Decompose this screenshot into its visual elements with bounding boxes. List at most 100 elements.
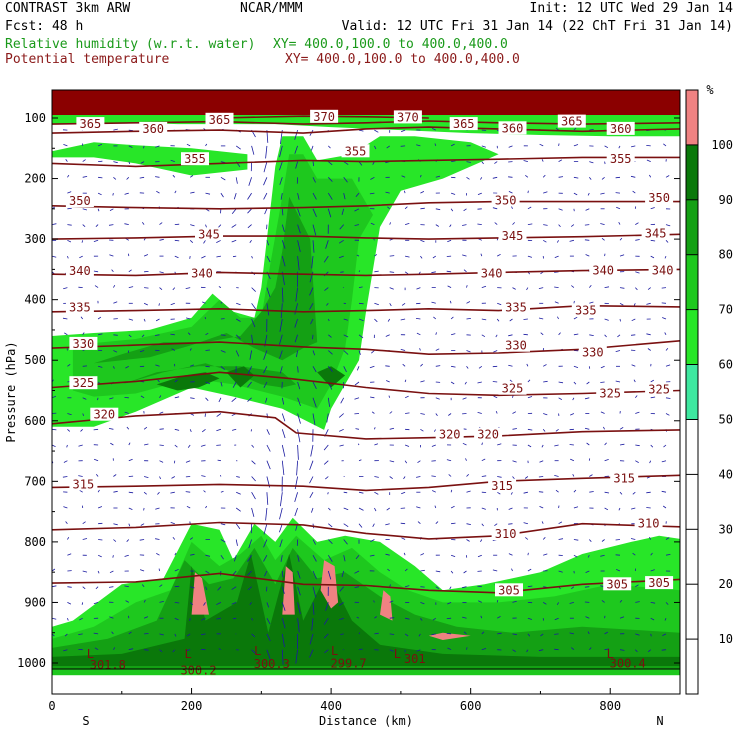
wind-vector	[585, 254, 590, 257]
theta-contour-340	[52, 268, 680, 277]
theta-label-bg	[557, 114, 586, 128]
wind-vector	[462, 586, 467, 589]
wind-vector	[573, 127, 577, 131]
wind-vector	[619, 649, 625, 651]
wind-vector	[295, 649, 298, 664]
wind-vector	[417, 521, 421, 525]
wind-vector	[386, 380, 390, 383]
wind-vector	[159, 238, 164, 241]
theta-label-bg	[181, 152, 209, 166]
wind-vector	[79, 489, 83, 493]
wind-vector	[190, 586, 195, 589]
wind-vector	[217, 586, 222, 591]
wind-vector	[297, 366, 299, 373]
wind-vector	[220, 301, 223, 304]
wind-vector	[140, 161, 145, 164]
wind-vector	[52, 255, 57, 258]
wind-vector	[186, 505, 191, 509]
colorbar-label: 20	[719, 577, 733, 591]
y-tick-label: 800	[24, 535, 46, 549]
wind-vector	[309, 649, 314, 658]
wind-vector	[312, 366, 317, 373]
wind-vector	[185, 460, 191, 463]
wind-vector	[67, 255, 69, 259]
theta-label-bg	[645, 382, 674, 396]
wind-vector	[343, 491, 348, 494]
wind-vector	[477, 585, 482, 588]
wind-vector	[478, 600, 482, 603]
wind-vector	[619, 237, 623, 241]
theta-label: 330	[505, 339, 527, 353]
wind-vector	[248, 539, 252, 549]
wind-vector	[52, 617, 57, 620]
wind-vector	[159, 649, 163, 653]
x-axis-label: Distance (km)	[319, 714, 413, 728]
wind-vector	[615, 380, 621, 383]
wind-vector	[108, 428, 114, 430]
wind-vector	[450, 505, 455, 509]
wind-vector	[650, 633, 652, 637]
wind-vector	[604, 145, 609, 149]
wind-vector	[615, 350, 621, 352]
wind-vector	[113, 334, 118, 336]
wind-vector	[281, 618, 286, 629]
wind-vector	[355, 554, 360, 560]
wind-vector	[159, 601, 164, 603]
wind-vector	[128, 269, 132, 273]
wind-vector	[325, 240, 329, 249]
wind-vector	[541, 444, 544, 448]
wind-vector	[665, 224, 671, 227]
theta-label-bg	[648, 263, 677, 277]
wind-vector	[95, 586, 99, 590]
wind-vector	[450, 192, 456, 195]
wind-vector	[494, 523, 498, 527]
wind-vector	[78, 475, 83, 477]
wind-vector	[97, 365, 103, 368]
wind-vector	[94, 647, 99, 651]
wind-vector	[646, 333, 651, 336]
wind-vector	[247, 208, 252, 214]
wind-vector	[374, 129, 379, 133]
wind-vector	[358, 648, 363, 651]
colorbar-frame	[685, 89, 699, 695]
wind-vector	[357, 443, 360, 446]
endpoint-left-label: S	[82, 714, 89, 728]
wind-vector	[404, 271, 409, 275]
wind-vector	[263, 539, 268, 548]
wind-vector	[512, 476, 515, 479]
wind-vector	[98, 333, 103, 336]
wind-vector	[497, 476, 502, 478]
wind-vector	[649, 460, 652, 464]
wind-vector	[338, 617, 344, 621]
wind-vector	[63, 144, 68, 147]
wind-vector	[420, 569, 425, 572]
wind-vector	[646, 159, 651, 162]
wind-vector	[310, 318, 314, 325]
wind-vector	[52, 350, 53, 351]
wind-vector	[312, 192, 317, 200]
wind-vector	[618, 145, 621, 149]
wind-vector	[110, 442, 114, 446]
wind-vector	[235, 523, 241, 530]
wind-vector	[662, 317, 667, 320]
wind-vector	[113, 490, 118, 493]
wind-vector	[202, 301, 206, 304]
wind-vector	[323, 617, 329, 625]
wind-vector	[389, 287, 394, 290]
wind-vector	[266, 429, 270, 435]
wind-vector	[263, 177, 268, 186]
wind-vector	[97, 570, 100, 574]
wind-vector	[189, 240, 194, 243]
wind-vector	[446, 270, 452, 273]
wind-vector	[477, 381, 482, 384]
wind-vector	[185, 649, 191, 652]
wind-vector	[67, 602, 72, 605]
wind-vector	[170, 159, 175, 162]
wind-vector	[543, 224, 548, 226]
wind-vector	[462, 397, 467, 400]
wind-vector	[327, 492, 329, 495]
wind-vector	[266, 633, 271, 642]
wind-vector	[435, 413, 438, 417]
theta-label: 325	[73, 376, 95, 390]
wind-vector	[604, 491, 610, 494]
